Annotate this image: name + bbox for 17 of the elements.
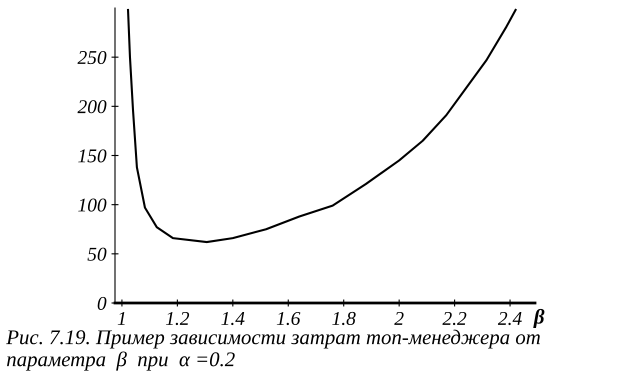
x-tick-label: 1.2 — [166, 312, 190, 326]
x-tick-label: 1.4 — [221, 312, 245, 326]
x-tick-label: 2.2 — [442, 312, 466, 326]
y-tick-label: 50 — [88, 248, 106, 261]
text: Рис. 7.19. Пример зависимости затрат топ-менеджера от параметра β при α =0.2 — [6, 330, 540, 371]
x-tick-label: 2.4 — [498, 312, 522, 326]
x-tick-label: 1 — [118, 312, 125, 325]
x-tick-label: 2 — [394, 312, 404, 325]
y-tick-label: 150 — [78, 149, 106, 162]
x-axis-title: β — [533, 308, 544, 328]
y-tick-label: 0 — [98, 296, 106, 310]
y-tick-label: 200 — [78, 100, 106, 114]
x-tick-label: 1.6 — [276, 312, 300, 326]
y-tick-label: 250 — [78, 50, 106, 64]
line-series — [126, 8, 517, 244]
x-tick-label: 1.8 — [332, 312, 356, 326]
y-tick-label: 100 — [78, 198, 106, 212]
